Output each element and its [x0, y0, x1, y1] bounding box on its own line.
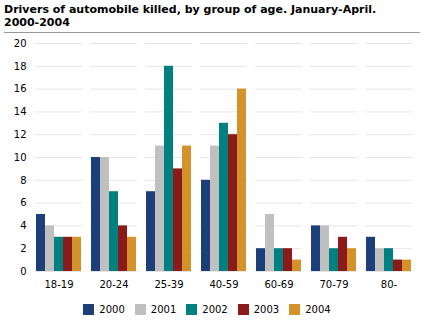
- svg-text:18-19: 18-19: [44, 279, 73, 290]
- svg-text:12: 12: [14, 129, 27, 140]
- html-text:2003: 2003: [253, 304, 280, 315]
- svg-text:6: 6: [20, 197, 26, 208]
- html-text:2002: 2002: [202, 304, 228, 315]
- svg-text:70-79: 70-79: [319, 279, 348, 290]
- svg-text:14: 14: [14, 106, 27, 117]
- svg-text:8: 8: [20, 175, 26, 186]
- html-text:2001: 2001: [150, 304, 177, 315]
- html-text:Drivers of automobile killed,: Drivers of automobile killed, by group o…: [4, 3, 377, 29]
- svg-text:0: 0: [20, 266, 26, 277]
- svg-text:10: 10: [14, 152, 27, 163]
- svg-text:40-59: 40-59: [209, 279, 238, 290]
- svg-text:4: 4: [20, 220, 26, 231]
- svg-text:20-24: 20-24: [99, 279, 128, 290]
- svg-text:20: 20: [14, 38, 27, 49]
- svg-text:16: 16: [14, 83, 27, 94]
- svg-text:2: 2: [20, 243, 26, 254]
- svg-text:60-69: 60-69: [264, 279, 293, 290]
- html-text:2004: 2004: [305, 304, 331, 315]
- svg-text:80-: 80-: [381, 279, 398, 290]
- svg-text:18: 18: [14, 61, 27, 72]
- html-text:2000: 2000: [99, 304, 125, 315]
- svg-text:25-39: 25-39: [154, 279, 183, 290]
